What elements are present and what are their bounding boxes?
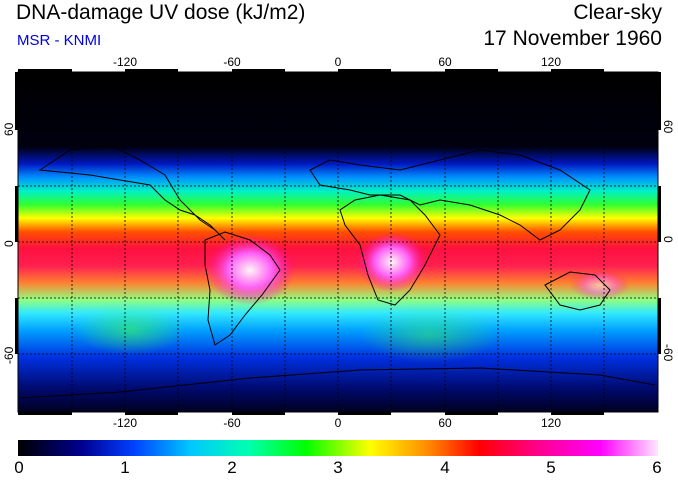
lat-label-left: -60 bbox=[2, 346, 16, 364]
lon-label-bottom: 0 bbox=[334, 416, 342, 430]
map-title: DNA-damage UV dose (kJ/m2) bbox=[16, 1, 306, 24]
lat-label-left: 0 bbox=[2, 240, 16, 247]
colorbar-tick-label: 4 bbox=[440, 458, 450, 477]
lat-label-left: 60 bbox=[2, 122, 16, 136]
lon-label-bottom: -120 bbox=[112, 416, 138, 430]
sky-condition-label: Clear-sky bbox=[573, 1, 662, 24]
frame-tick-bars bbox=[15, 69, 661, 415]
colorbar-tick-label: 5 bbox=[546, 458, 556, 477]
colorbar-gradient bbox=[18, 440, 658, 456]
date-label: 17 November 1960 bbox=[483, 27, 662, 50]
colorbar-tick-label: 6 bbox=[652, 458, 662, 477]
lon-label-bottom: 60 bbox=[438, 416, 452, 430]
coastlines bbox=[19, 144, 656, 399]
colorbar-tick-label: 1 bbox=[120, 458, 130, 477]
lon-label-bottom: 120 bbox=[540, 416, 562, 430]
colorbar-tick-label: 2 bbox=[227, 458, 237, 477]
data-source-label: MSR - KNMI bbox=[17, 32, 102, 49]
lon-label-top: 60 bbox=[438, 55, 452, 69]
lon-label-top: 0 bbox=[334, 55, 342, 69]
lat-label-right: -60 bbox=[661, 344, 675, 362]
colorbar-tick-label: 3 bbox=[333, 458, 343, 477]
lon-label-top: -120 bbox=[112, 55, 138, 69]
colorbar-tick-label: 0 bbox=[14, 458, 24, 477]
lon-label-top: -60 bbox=[223, 55, 241, 69]
lat-label-right: 0 bbox=[661, 236, 675, 243]
lon-label-top: 120 bbox=[540, 55, 562, 69]
graticule bbox=[18, 72, 658, 412]
lat-label-right: 60 bbox=[661, 120, 675, 134]
lon-label-bottom: -60 bbox=[223, 416, 241, 430]
